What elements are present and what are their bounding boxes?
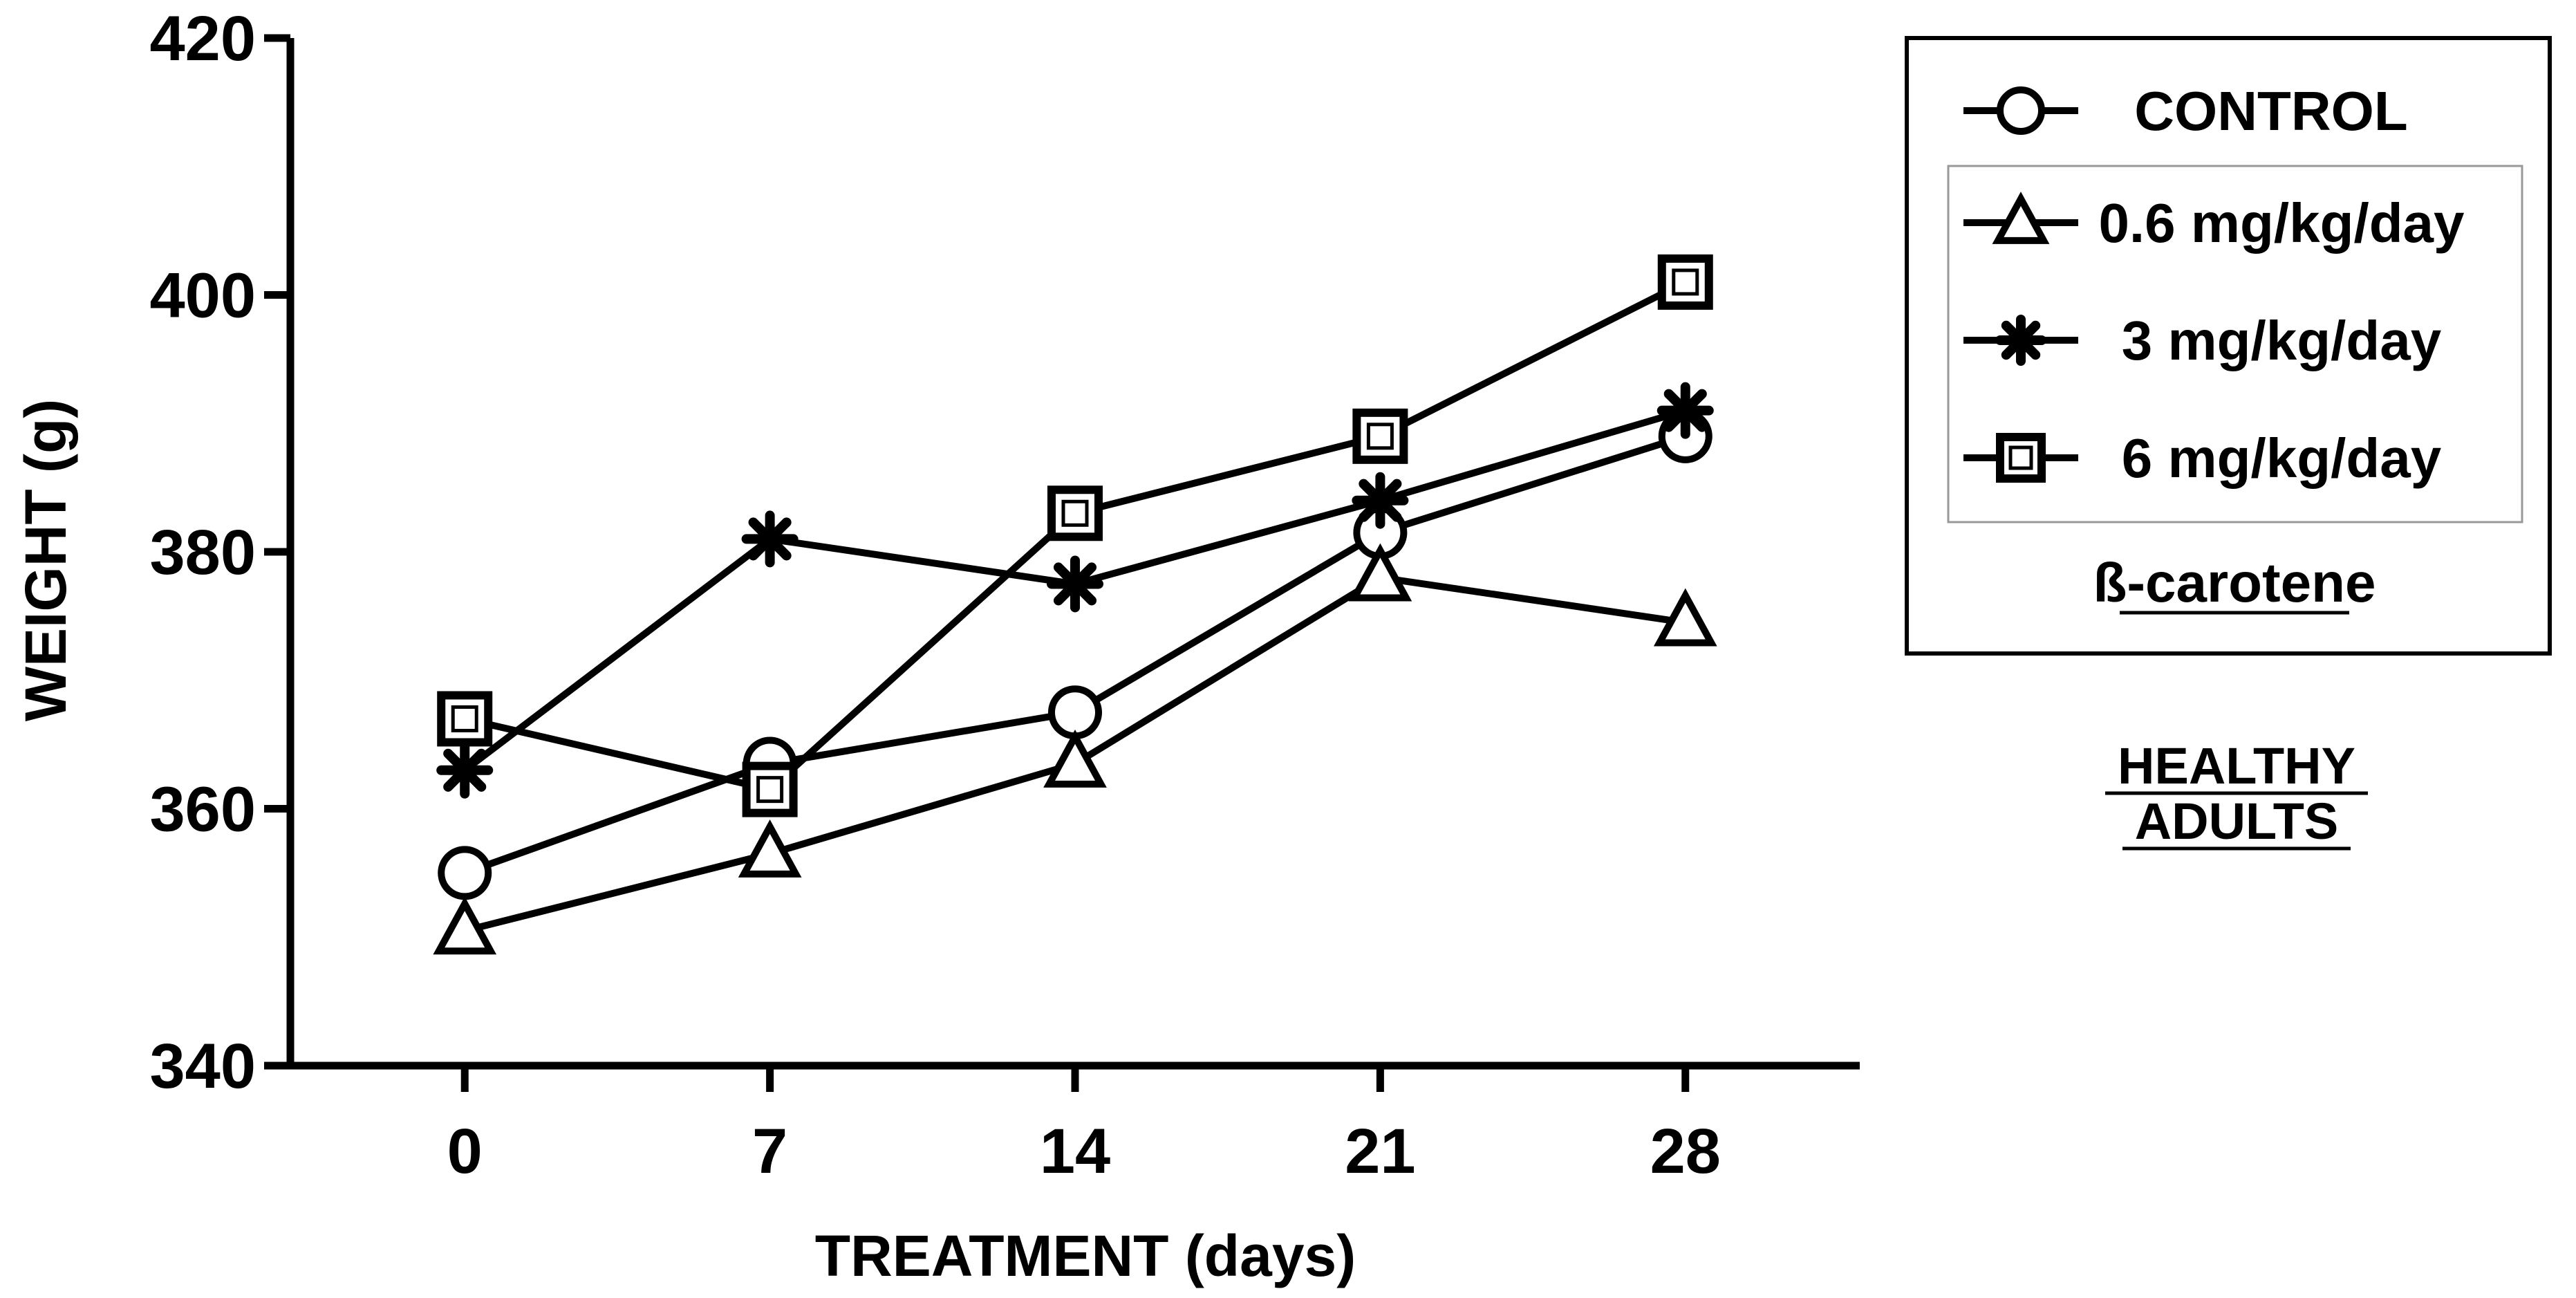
- data-point-triangle: [738, 819, 802, 878]
- x-tick-label: 0: [447, 1116, 483, 1187]
- legend-marker-square: [1996, 433, 2046, 483]
- x-tick-label: 7: [752, 1116, 787, 1187]
- data-point-asterisk-ray: [443, 748, 487, 792]
- legend-label: CONTROL: [2134, 80, 2408, 142]
- x-axis-title: TREATMENT (days): [815, 1223, 1356, 1288]
- data-point-asterisk: [1352, 472, 1409, 529]
- series-6-mg-kg-day: [437, 254, 1713, 817]
- y-tick-label: 420: [150, 3, 256, 74]
- data-point-square: [742, 761, 798, 817]
- data-point-asterisk: [1656, 382, 1714, 439]
- legend-marker-asterisk-ray: [2001, 320, 2041, 360]
- legend-inner-box: [1947, 165, 2523, 523]
- legend-item: 0.6 mg/kg/day: [1963, 192, 2465, 254]
- data-point-asterisk-ray: [1663, 389, 1707, 432]
- y-ticks: 340 360 380 400 420: [150, 3, 290, 1102]
- legend-marker-asterisk: [1995, 315, 2046, 366]
- legend-box: [1905, 36, 2552, 656]
- legend: CONTROL 0.6 mg/kg/day 3 mg/kg/day 6 mg/kg/d…: [1905, 36, 2552, 656]
- data-point-asterisk-ray: [748, 517, 792, 561]
- legend-marker-triangle: [1992, 192, 2050, 244]
- data-point-asterisk: [1047, 555, 1103, 613]
- data-point-square: [1352, 408, 1408, 464]
- y-axis-title: WEIGHT (g): [13, 399, 78, 722]
- data-point-square: [1047, 485, 1103, 541]
- legend-item: 3 mg/kg/day: [1963, 310, 2442, 371]
- legend-label: 3 mg/kg/day: [2122, 310, 2442, 371]
- series-3-mg-kg-day: [436, 382, 1714, 799]
- data-point-asterisk-ray: [1359, 479, 1402, 522]
- data-point-square-inner: [451, 705, 478, 732]
- legend-group-label: ß-carotene: [2093, 552, 2376, 613]
- y-tick-label: 360: [150, 775, 256, 845]
- series-0-6-mg-kg-day: [433, 543, 1717, 955]
- y-tick-label: 380: [150, 517, 256, 588]
- data-point-triangle: [1348, 543, 1412, 602]
- y-tick-label: 340: [150, 1031, 256, 1102]
- legend-label: 6 mg/kg/day: [2122, 427, 2442, 489]
- note-line-1: HEALTHY: [2118, 737, 2355, 795]
- data-point-square-inner: [1366, 423, 1394, 450]
- note-line-2: ADULTS: [2135, 792, 2339, 850]
- legend-marker-square-inner: [2008, 445, 2033, 470]
- legend-entries: CONTROL 0.6 mg/kg/day 3 mg/kg/day 6 mg/kg/d…: [1963, 80, 2465, 489]
- x-tick-label: 21: [1345, 1116, 1415, 1187]
- data-point-square-inner: [1672, 268, 1699, 296]
- series-control: [438, 409, 1712, 900]
- data-point-circle: [1048, 685, 1102, 740]
- data-point-circle: [438, 846, 492, 900]
- x-ticks: 0 7 14 21 28: [447, 1066, 1721, 1187]
- data-point-triangle: [1043, 729, 1107, 788]
- legend-marker-circle: [1997, 86, 2045, 135]
- legend-label: 0.6 mg/kg/day: [2098, 192, 2465, 254]
- data-point-square: [1657, 254, 1713, 310]
- data-point-square-inner: [1061, 499, 1089, 527]
- series-group: [433, 254, 1717, 955]
- data-point-asterisk: [741, 510, 799, 568]
- data-point-triangle: [433, 896, 497, 955]
- data-point-square: [437, 691, 493, 747]
- y-tick-label: 400: [150, 261, 256, 331]
- healthy-adults-note: HEALTHY ADULTS: [2105, 737, 2368, 851]
- axes: [286, 38, 1860, 1070]
- legend-item: CONTROL: [1963, 80, 2408, 142]
- legend-item: 6 mg/kg/day: [1963, 427, 2442, 489]
- data-point-asterisk: [436, 741, 494, 799]
- x-tick-label: 14: [1040, 1116, 1110, 1187]
- data-point-triangle: [1653, 588, 1717, 647]
- x-tick-label: 28: [1650, 1116, 1721, 1187]
- data-point-asterisk-ray: [1053, 562, 1097, 606]
- data-point-square-inner: [756, 776, 784, 804]
